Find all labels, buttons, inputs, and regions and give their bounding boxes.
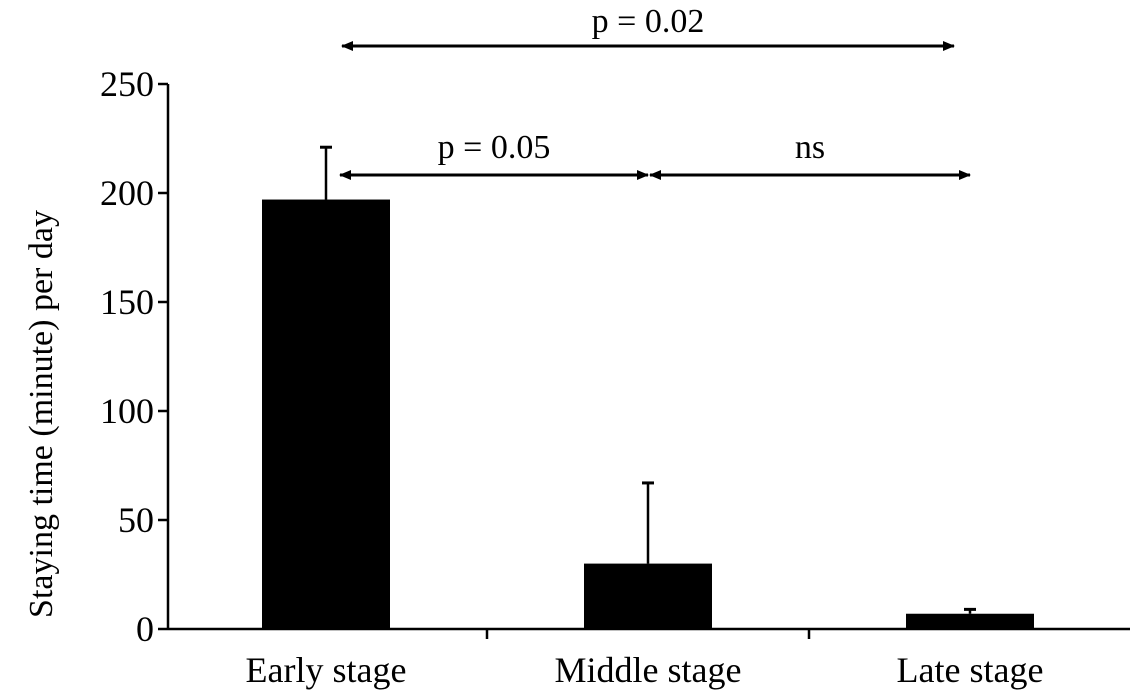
- bar: [584, 563, 712, 629]
- x-tick-label: Middle stage: [555, 650, 742, 690]
- comparison-label: p = 0.02: [592, 3, 705, 40]
- y-tick-label: 0: [136, 609, 154, 649]
- comparison-label: p = 0.05: [438, 129, 551, 166]
- y-tick-label: 250: [100, 64, 154, 104]
- bar: [906, 613, 1034, 629]
- bar: [262, 199, 390, 630]
- y-tick-label: 100: [100, 391, 154, 431]
- y-tick-label: 50: [118, 500, 154, 540]
- x-tick-label: Early stage: [246, 650, 407, 690]
- y-tick-label: 200: [100, 173, 154, 213]
- error-bars: [320, 145, 976, 614]
- axes: 0 50 100 150 200 250 Early stage Middle stage La…: [100, 64, 1130, 690]
- x-tick-label: Late stage: [897, 650, 1044, 690]
- bars: [262, 199, 1034, 630]
- y-axis-title: Staying time (minute) per day: [23, 210, 60, 618]
- y-tick-label: 150: [100, 282, 154, 322]
- significance-annotations: p = 0.02 p = 0.05 ns: [339, 3, 971, 180]
- comparison-label: ns: [795, 129, 825, 166]
